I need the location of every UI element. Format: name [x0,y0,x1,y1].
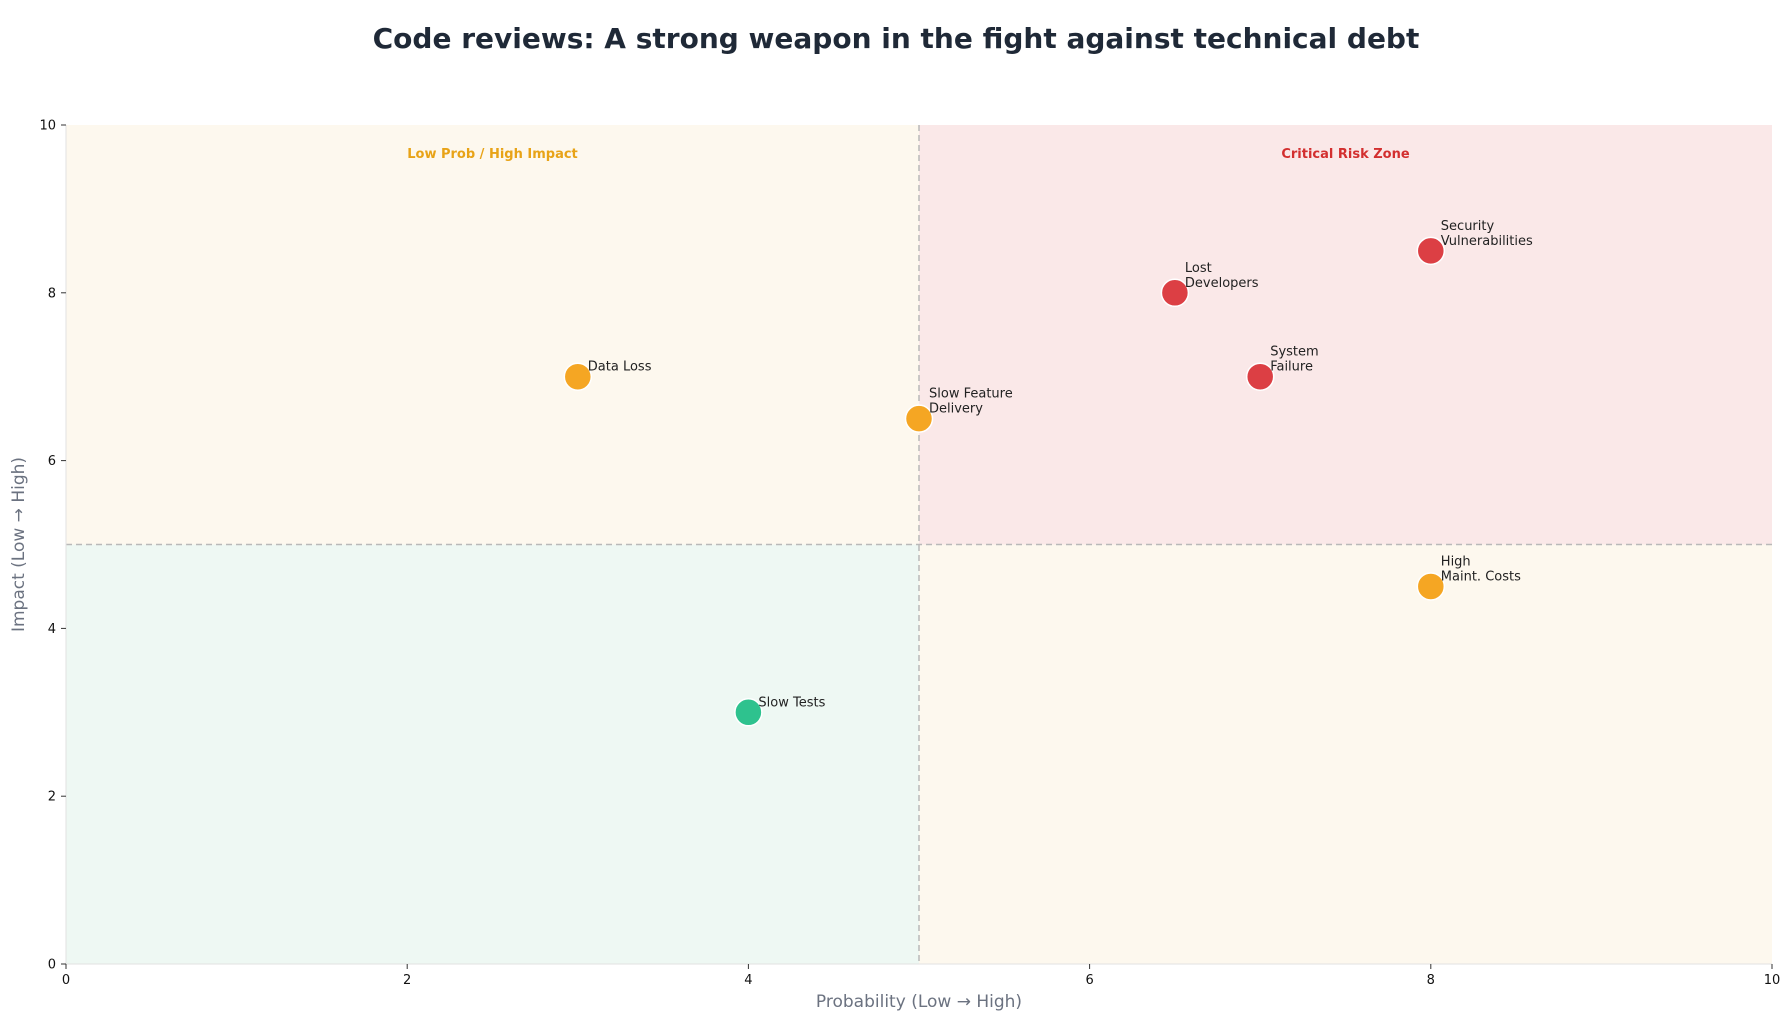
quadrant-dividers [66,125,1772,964]
quadrant-label: Low Prob / High Impact [407,147,578,162]
y-tick-label: 2 [48,790,56,805]
data-point [1160,278,1190,308]
data-point-label: Vulnerabilities [1441,234,1533,249]
data-point-label: Data Loss [588,360,652,375]
data-point-label: Failure [1270,360,1313,375]
data-point-label: Slow Tests [758,695,825,710]
data-point-label: Slow Feature [929,387,1013,402]
x-tick-label: 10 [1764,973,1781,988]
quadrant-low-high [66,125,919,545]
quadrant-high-low [919,544,1772,964]
x-tick-label: 8 [1427,973,1435,988]
x-tick-label: 4 [744,973,752,988]
data-point-label: Maint. Costs [1441,569,1521,584]
y-tick-label: 0 [48,958,56,973]
data-point-label: Security [1441,219,1495,234]
data-point [1245,362,1275,391]
x-tick-label: 6 [1085,973,1093,988]
quadrant-labels: Low Prob / High Impact Critical Risk Zone [407,147,1410,162]
y-tick-label: 10 [39,119,56,134]
y-tick-label: 8 [48,286,56,301]
data-point-label: High [1441,554,1471,569]
data-point [904,404,934,433]
y-axis-label: Impact (Low → High) [9,457,29,632]
quadrant-label: Critical Risk Zone [1281,147,1410,162]
data-point-label: Delivery [929,402,983,417]
x-tick-label: 2 [403,973,411,988]
data-point [1416,572,1446,601]
data-point-label: Developers [1185,276,1259,291]
quadrant-backgrounds [66,125,1772,964]
data-point-label: System [1270,345,1318,360]
chart-title: Code reviews: A strong weapon in the fig… [372,22,1420,55]
data-point [734,698,763,727]
axes: 0 2 4 6 8 10 0 2 4 6 8 10 [39,119,1780,989]
quadrant-low-low [66,544,919,964]
x-axis-label: Probability (Low → High) [816,992,1022,1012]
data-point [1416,236,1446,266]
data-point-label: Lost [1185,261,1212,276]
y-tick-label: 4 [48,622,56,637]
x-tick-label: 0 [62,973,70,988]
y-tick-label: 6 [48,454,56,469]
data-point [563,362,593,391]
quadrant-high-high [919,125,1772,545]
